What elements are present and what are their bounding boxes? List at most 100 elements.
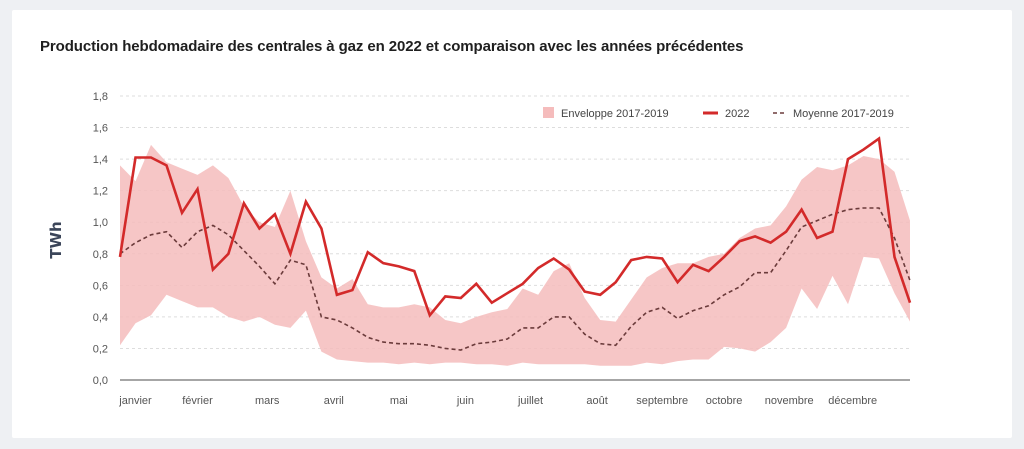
legend-item-envelope[interactable]: Enveloppe 2017-2019 bbox=[543, 107, 669, 120]
data-point-mean bbox=[707, 304, 711, 308]
x-tick-label: septembre bbox=[636, 395, 688, 407]
data-point-2022 bbox=[676, 280, 680, 284]
data-point-mean bbox=[412, 342, 416, 346]
data-point-2022 bbox=[738, 239, 742, 243]
x-tick-label: janvier bbox=[118, 395, 152, 407]
data-point-2022 bbox=[660, 257, 664, 261]
data-point-2022 bbox=[629, 258, 633, 262]
data-point-2022 bbox=[893, 255, 897, 259]
data-point-2022 bbox=[133, 156, 137, 160]
data-point-mean bbox=[226, 233, 230, 237]
data-point-2022 bbox=[211, 268, 215, 272]
y-tick-label: 1,6 bbox=[93, 123, 108, 135]
data-point-2022 bbox=[428, 313, 432, 317]
x-tick-label: février bbox=[182, 395, 213, 407]
data-point-mean bbox=[722, 293, 726, 297]
data-point-mean bbox=[195, 230, 199, 234]
data-point-mean bbox=[629, 324, 633, 328]
data-point-2022 bbox=[645, 255, 649, 259]
data-point-mean bbox=[164, 230, 168, 234]
data-point-mean bbox=[567, 315, 571, 319]
data-point-2022 bbox=[862, 148, 866, 152]
data-point-2022 bbox=[474, 282, 478, 286]
data-point-mean bbox=[583, 332, 587, 336]
x-tick-label: juin bbox=[456, 395, 474, 407]
y-tick-label: 1,0 bbox=[93, 217, 108, 229]
y-tick-label: 0,2 bbox=[93, 343, 108, 355]
envelope-area bbox=[120, 144, 910, 366]
data-point-mean bbox=[133, 241, 137, 245]
data-point-2022 bbox=[164, 163, 168, 167]
data-point-2022 bbox=[459, 296, 463, 300]
legend-swatch-envelope bbox=[543, 107, 554, 118]
legend-label-mean: Moyenne 2017-2019 bbox=[793, 108, 894, 120]
data-point-2022 bbox=[443, 294, 447, 298]
data-point-mean bbox=[862, 206, 866, 210]
y-tick-label: 0,4 bbox=[93, 312, 108, 324]
legend-item-mean[interactable]: Moyenne 2017-2019 bbox=[773, 108, 894, 120]
y-tick-label: 1,8 bbox=[93, 91, 108, 103]
data-point-2022 bbox=[691, 263, 695, 267]
data-point-mean bbox=[877, 206, 881, 210]
data-point-mean bbox=[118, 252, 122, 256]
data-point-mean bbox=[521, 326, 525, 330]
data-point-2022 bbox=[288, 252, 292, 256]
data-point-mean bbox=[381, 340, 385, 344]
data-point-mean bbox=[769, 271, 773, 275]
data-point-2022 bbox=[226, 252, 230, 256]
data-point-2022 bbox=[350, 288, 354, 292]
data-point-2022 bbox=[257, 227, 261, 231]
data-point-2022 bbox=[722, 255, 726, 259]
x-tick-label: juillet bbox=[517, 395, 543, 407]
data-point-2022 bbox=[304, 200, 308, 204]
y-tick-label: 1,4 bbox=[93, 154, 108, 166]
data-point-2022 bbox=[273, 212, 277, 216]
data-point-mean bbox=[691, 309, 695, 313]
legend-label-envelope: Enveloppe 2017-2019 bbox=[561, 108, 669, 120]
data-point-2022 bbox=[180, 211, 184, 215]
data-point-2022 bbox=[397, 264, 401, 268]
data-point-2022 bbox=[784, 230, 788, 234]
data-point-2022 bbox=[412, 269, 416, 273]
data-point-mean bbox=[738, 285, 742, 289]
y-axis-label: TWh bbox=[47, 221, 65, 258]
y-tick-label: 0,0 bbox=[93, 375, 108, 387]
data-point-2022 bbox=[149, 156, 153, 160]
data-point-mean bbox=[552, 315, 556, 319]
data-point-mean bbox=[242, 249, 246, 253]
x-tick-label: novembre bbox=[765, 395, 814, 407]
mean-line bbox=[119, 207, 911, 351]
data-point-mean bbox=[598, 342, 602, 346]
data-point-2022 bbox=[598, 293, 602, 297]
x-tick-label: octobre bbox=[706, 395, 743, 407]
x-tick-label: avril bbox=[324, 395, 344, 407]
line-2022 bbox=[118, 136, 912, 318]
data-point-2022 bbox=[831, 230, 835, 234]
data-point-mean bbox=[893, 236, 897, 240]
data-point-mean bbox=[288, 258, 292, 262]
data-point-mean bbox=[366, 335, 370, 339]
data-point-mean bbox=[350, 326, 354, 330]
data-point-mean bbox=[304, 263, 308, 267]
data-point-2022 bbox=[583, 290, 587, 294]
data-point-2022 bbox=[195, 187, 199, 191]
chart-title: Production hebdomadaire des centrales à … bbox=[40, 38, 744, 55]
data-point-2022 bbox=[769, 241, 773, 245]
data-point-mean bbox=[815, 219, 819, 223]
legend-item-2022[interactable]: 2022 bbox=[703, 108, 749, 120]
data-point-2022 bbox=[381, 261, 385, 265]
data-point-mean bbox=[443, 346, 447, 350]
data-point-mean bbox=[614, 343, 618, 347]
data-point-mean bbox=[335, 318, 339, 322]
data-point-mean bbox=[676, 316, 680, 320]
data-point-mean bbox=[319, 315, 323, 319]
data-point-2022 bbox=[521, 282, 525, 286]
data-point-mean bbox=[505, 337, 509, 341]
data-point-mean bbox=[831, 212, 835, 216]
data-point-2022 bbox=[614, 280, 618, 284]
x-tick-label: décembre bbox=[828, 395, 877, 407]
y-tick-label: 0,8 bbox=[93, 249, 108, 261]
x-axis-month-labels: janvier février mars avril mai juin juillet aoû… bbox=[118, 395, 877, 407]
data-point-2022 bbox=[335, 293, 339, 297]
